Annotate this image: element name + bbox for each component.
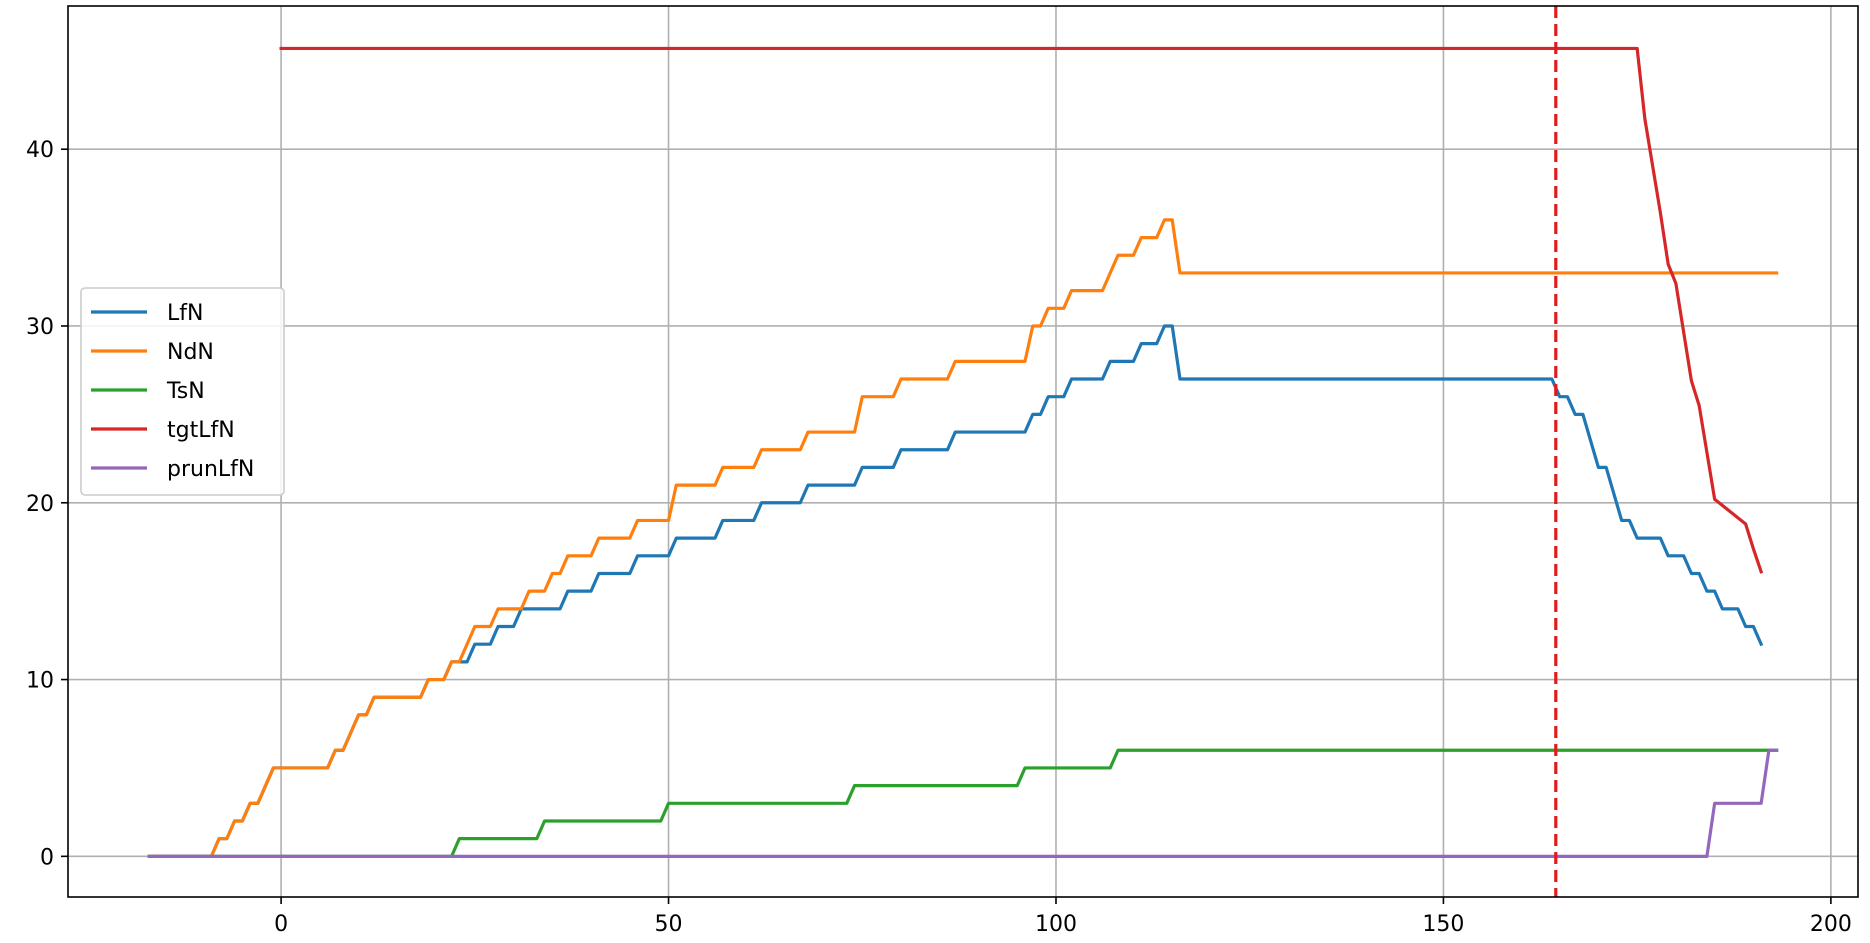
axes: 0 50 100 150 200 0 10 20 30 40: [26, 138, 1852, 937]
legend-label-LfN: LfN: [167, 301, 203, 326]
x-tick-label: 150: [1422, 912, 1464, 937]
series-line-tgtLfN: [279, 46, 1764, 574]
y-tick-label: 0: [40, 845, 54, 870]
series-line-TsN: [147, 748, 1779, 858]
series-line-LfN: [147, 324, 1764, 858]
legend-label-tgtLfN: tgtLfN: [167, 418, 235, 443]
x-tick-label: 100: [1035, 912, 1077, 937]
legend-label-NdN: NdN: [167, 340, 214, 365]
plot-frame: [67, 5, 1859, 898]
y-tick-label: 30: [26, 315, 54, 340]
legend-label-prunLfN: prunLfN: [167, 457, 254, 482]
series-line-NdN: [147, 218, 1779, 858]
y-tick-label: 20: [26, 492, 54, 517]
x-tick-label: 0: [274, 912, 288, 937]
plot-area: [147, 6, 1779, 897]
series-line-prunLfN: [147, 748, 1779, 858]
legend-label-TsN: TsN: [166, 379, 205, 404]
y-tick-label: 40: [26, 138, 54, 163]
x-tick-label: 50: [655, 912, 683, 937]
grid: [68, 6, 1858, 897]
y-tick-label: 10: [26, 669, 54, 694]
legend-box: [80, 287, 285, 496]
legend: LfN NdN TsN tgtLfN prunLfN: [80, 287, 285, 496]
x-tick-label: 200: [1810, 912, 1852, 937]
